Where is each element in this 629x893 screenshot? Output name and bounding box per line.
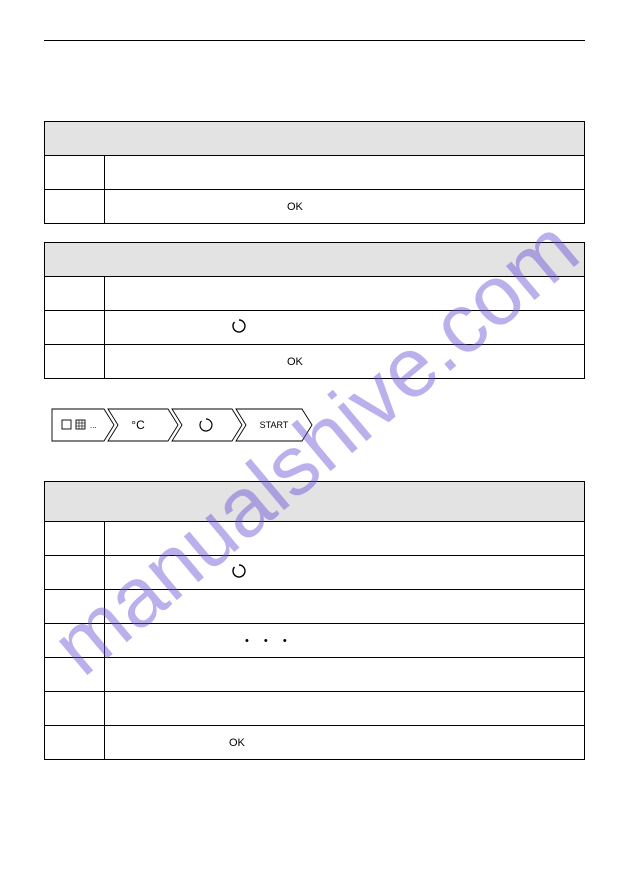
timer-icon (231, 563, 247, 579)
row-num (45, 311, 105, 345)
row-content-dots: • • • (105, 624, 585, 658)
row-content-icon (105, 311, 585, 345)
chevron-step-3 (172, 409, 242, 441)
row-content-ok: OK (105, 190, 585, 224)
row-num (45, 345, 105, 379)
chevron-svg: ... °C START (50, 407, 320, 443)
instruction-table-2: OK (44, 242, 585, 379)
row-content (105, 522, 585, 556)
row-content (105, 590, 585, 624)
row-content (105, 156, 585, 190)
ellipsis-text: ... (90, 421, 97, 430)
row-num (45, 624, 105, 658)
table-row (45, 277, 585, 311)
table-row (45, 590, 585, 624)
table-header (45, 243, 585, 277)
timer-icon (200, 419, 212, 431)
table-row: OK (45, 345, 585, 379)
row-num (45, 590, 105, 624)
row-num (45, 277, 105, 311)
table-row: OK (45, 726, 585, 760)
instruction-table-1: OK (44, 121, 585, 224)
row-content (105, 658, 585, 692)
page-container: OK OK (0, 0, 629, 760)
table-row (45, 692, 585, 726)
row-content-ok: OK (105, 726, 585, 760)
chevron-step-1: ... (52, 409, 114, 441)
table-row (45, 658, 585, 692)
table-row (45, 156, 585, 190)
row-content (105, 692, 585, 726)
instruction-table-3: • • • OK (44, 481, 585, 760)
row-content (105, 277, 585, 311)
table-row (45, 556, 585, 590)
table-row: • • • (45, 624, 585, 658)
degc-label: °C (131, 418, 145, 432)
chevron-step-2: °C (108, 409, 178, 441)
chevron-step-4: START (236, 409, 312, 441)
timer-icon (231, 318, 247, 334)
table-row: OK (45, 190, 585, 224)
row-num (45, 726, 105, 760)
grid-icon (76, 420, 85, 429)
top-rule (44, 40, 585, 41)
row-num (45, 190, 105, 224)
row-num (45, 556, 105, 590)
table-row (45, 522, 585, 556)
row-content-icon (105, 556, 585, 590)
row-content-ok: OK (105, 345, 585, 379)
row-num (45, 156, 105, 190)
table-header (45, 482, 585, 522)
table-row (45, 311, 585, 345)
row-num (45, 522, 105, 556)
row-num (45, 692, 105, 726)
chevron-flow: ... °C START (50, 407, 585, 443)
row-num (45, 658, 105, 692)
table-header (45, 122, 585, 156)
start-label: START (260, 420, 289, 430)
rect-icon (62, 420, 71, 429)
